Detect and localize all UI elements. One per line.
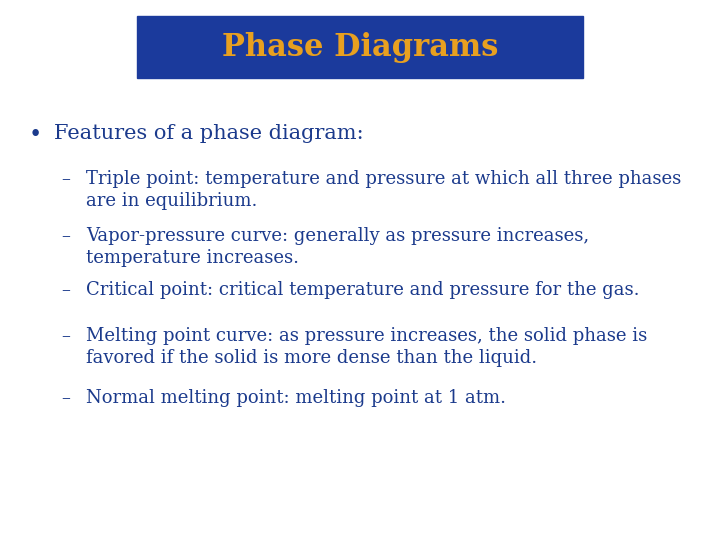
Text: –: – xyxy=(61,170,70,188)
Text: Features of a phase diagram:: Features of a phase diagram: xyxy=(54,124,364,143)
FancyBboxPatch shape xyxy=(137,16,583,78)
Text: Phase Diagrams: Phase Diagrams xyxy=(222,32,498,63)
Text: Critical point: critical temperature and pressure for the gas.: Critical point: critical temperature and… xyxy=(86,281,640,299)
Text: –: – xyxy=(61,227,70,245)
Text: –: – xyxy=(61,281,70,299)
Text: Triple point: temperature and pressure at which all three phases
are in equilibr: Triple point: temperature and pressure a… xyxy=(86,170,682,210)
Text: Melting point curve: as pressure increases, the solid phase is
favored if the so: Melting point curve: as pressure increas… xyxy=(86,327,648,367)
Text: –: – xyxy=(61,389,70,407)
Text: •: • xyxy=(29,124,42,146)
Text: Vapor-pressure curve: generally as pressure increases,
temperature increases.: Vapor-pressure curve: generally as press… xyxy=(86,227,590,267)
Text: Normal melting point: melting point at 1 atm.: Normal melting point: melting point at 1… xyxy=(86,389,506,407)
Text: –: – xyxy=(61,327,70,345)
